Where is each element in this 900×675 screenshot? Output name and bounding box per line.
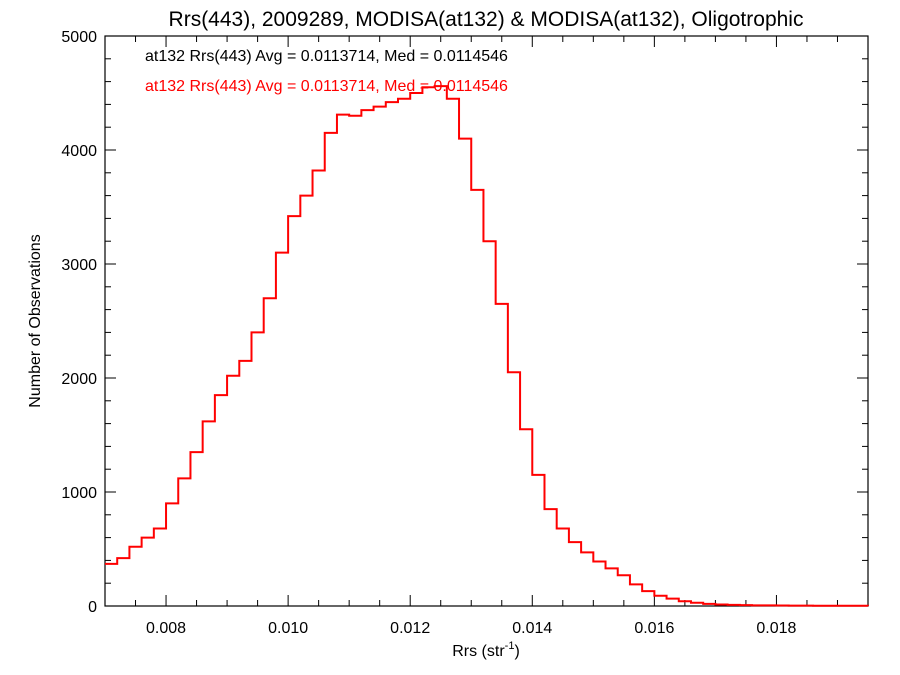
annotation-red: at132 Rrs(443) Avg = 0.0113714, Med = 0.… (145, 78, 508, 95)
y-tick-label: 4000 (61, 143, 97, 160)
y-tick-label: 0 (88, 599, 97, 616)
x-axis-label-exponent: -1 (505, 640, 515, 652)
y-tick-label: 5000 (61, 29, 97, 46)
y-axis-label: Number of Observations (27, 234, 44, 407)
x-tick-label: 0.008 (146, 620, 186, 637)
x-tick-label: 0.016 (634, 620, 674, 637)
x-tick-label: 0.018 (756, 620, 796, 637)
x-tick-label: 0.010 (268, 620, 308, 637)
chart-title: Rrs(443), 2009289, MODISA(at132) & MODIS… (169, 8, 804, 31)
plot-frame (104, 35, 869, 607)
x-tick-label: 0.014 (512, 620, 552, 637)
x-tick-label: 0.012 (390, 620, 430, 637)
histogram-series-line (105, 85, 869, 607)
x-axis-label-close: ) (514, 643, 519, 660)
axis-ticks (104, 35, 869, 607)
series-layer (105, 85, 869, 607)
x-axis-label-main: Rrs (str (452, 643, 505, 660)
plot-border (104, 35, 869, 607)
y-tick-label: 1000 (61, 485, 97, 502)
y-tick-label: 3000 (61, 257, 97, 274)
x-axis-label: Rrs (str-1) (452, 640, 520, 660)
annotation-black: at132 Rrs(443) Avg = 0.0113714, Med = 0.… (145, 48, 508, 65)
y-tick-label: 2000 (61, 371, 97, 388)
tick-labels: 0.008 0.010 0.012 0.014 0.016 0.018 0 1000 2000 3… (61, 29, 796, 637)
